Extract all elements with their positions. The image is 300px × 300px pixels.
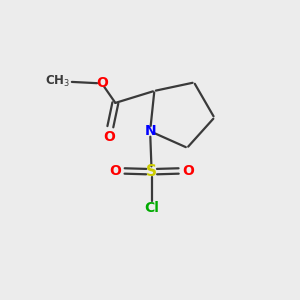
Text: Cl: Cl: [144, 201, 159, 215]
Text: CH$_3$: CH$_3$: [45, 74, 70, 89]
Text: O: O: [103, 130, 115, 144]
Text: O: O: [183, 164, 194, 178]
Text: O: O: [96, 76, 108, 90]
Text: S: S: [146, 164, 157, 179]
Text: N: N: [144, 124, 156, 138]
Text: O: O: [109, 164, 121, 178]
